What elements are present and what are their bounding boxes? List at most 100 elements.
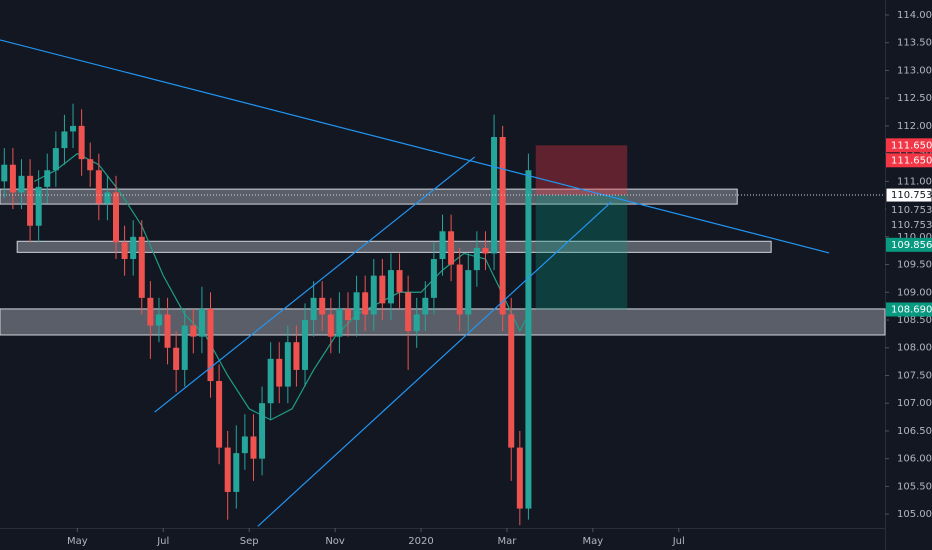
candle-body (396, 270, 403, 293)
y-tick-label: 109.000 (897, 287, 932, 298)
candle-body (276, 358, 283, 387)
candle-body (198, 308, 205, 337)
moving-average (34, 152, 529, 421)
price-label: 111.650 (891, 140, 932, 151)
candle-body (516, 447, 523, 509)
candle-body (112, 192, 119, 243)
candle-body (35, 186, 42, 226)
zone (0, 308, 886, 336)
y-tick-label: 107.000 (897, 398, 932, 409)
candle-body (430, 259, 437, 298)
y-tick-label: 108.000 (897, 343, 932, 354)
price-label: 110.753 (891, 205, 932, 216)
candle-body (499, 136, 506, 315)
candle-body (250, 436, 257, 459)
candle-body (525, 170, 532, 509)
target-zone (535, 195, 628, 310)
candle-body (130, 236, 137, 260)
candle-body (473, 247, 480, 271)
trendline (0, 39, 830, 254)
price-label-box (886, 237, 932, 252)
x-tick-label: May (67, 536, 88, 547)
candle-body (155, 314, 162, 326)
zone (0, 188, 738, 205)
price-label: 109.856 (891, 240, 932, 251)
candle-body (310, 297, 317, 321)
candle-body (284, 342, 291, 387)
y-tick-label: 112.500 (897, 93, 932, 104)
x-tick-label: Mar (498, 536, 518, 547)
y-tick-label: 106.000 (897, 454, 932, 465)
price-label-box (886, 203, 932, 218)
trendline (154, 156, 476, 413)
candle-body (413, 314, 420, 332)
candle-body (207, 308, 214, 382)
x-tick-label: Jul (156, 536, 169, 547)
candle-body (327, 314, 334, 337)
candle-body (164, 314, 171, 348)
candle-body (61, 131, 68, 149)
candle-body (336, 308, 343, 337)
candle-body (70, 125, 77, 132)
candle-body (405, 292, 412, 332)
candle-body (87, 159, 94, 171)
candle-body (379, 275, 386, 304)
x-tick-label: Jul (672, 536, 685, 547)
x-tick-label: 2020 (408, 536, 433, 547)
candle-body (448, 231, 455, 265)
y-tick-label: 109.500 (897, 260, 932, 271)
candle-body (78, 125, 85, 160)
candle-body (138, 236, 145, 298)
y-tick-label: 106.500 (897, 426, 932, 437)
candle-body (216, 381, 223, 448)
price-label: 111.650 (891, 155, 932, 166)
candle-body (121, 242, 128, 260)
candle-body (465, 270, 472, 315)
price-label: 110.753 (891, 220, 932, 231)
y-tick-label: 107.500 (897, 370, 932, 381)
candle-body (52, 148, 59, 171)
y-tick-label: 111.000 (897, 176, 932, 187)
price-label-box (886, 218, 932, 233)
x-tick-label: Sep (240, 536, 259, 547)
stop-zone (535, 145, 628, 196)
candle-body (508, 314, 515, 448)
candle-body (224, 447, 231, 492)
x-tick-label: May (583, 536, 604, 547)
price-label-box (886, 153, 932, 168)
y-tick-label: 108.500 (897, 315, 932, 326)
price-label-box (886, 302, 932, 317)
price-label-box (886, 138, 932, 153)
candle-body (387, 270, 394, 304)
price-label: 110.753 (891, 190, 932, 201)
candle-body (44, 170, 51, 187)
y-tick-label: 113.000 (897, 65, 932, 76)
candle-body (491, 136, 498, 254)
candle-body (439, 231, 446, 260)
candle-body (104, 192, 111, 204)
candle-body (293, 342, 300, 370)
x-tick-label: Nov (325, 536, 345, 547)
candle-body (482, 247, 489, 254)
zone (16, 240, 772, 253)
candle-body (370, 275, 377, 315)
candle-body (259, 403, 266, 459)
candle-body (422, 297, 429, 315)
candle-body (190, 325, 197, 337)
trendline (257, 201, 612, 527)
candle-body (95, 170, 102, 204)
candle-body (302, 320, 309, 370)
candle-body (241, 436, 248, 454)
candle-body (362, 292, 369, 315)
price-label: 108.690 (891, 304, 932, 315)
candle-body (173, 347, 180, 370)
y-tick-label: 114.000 (897, 10, 932, 21)
candle-body (147, 297, 154, 326)
candle-body (9, 164, 16, 193)
candle-body (344, 308, 351, 321)
candle-body (456, 264, 463, 315)
price-label-box (885, 187, 932, 203)
candle-body (18, 175, 25, 193)
y-tick-label: 110.000 (897, 232, 932, 243)
